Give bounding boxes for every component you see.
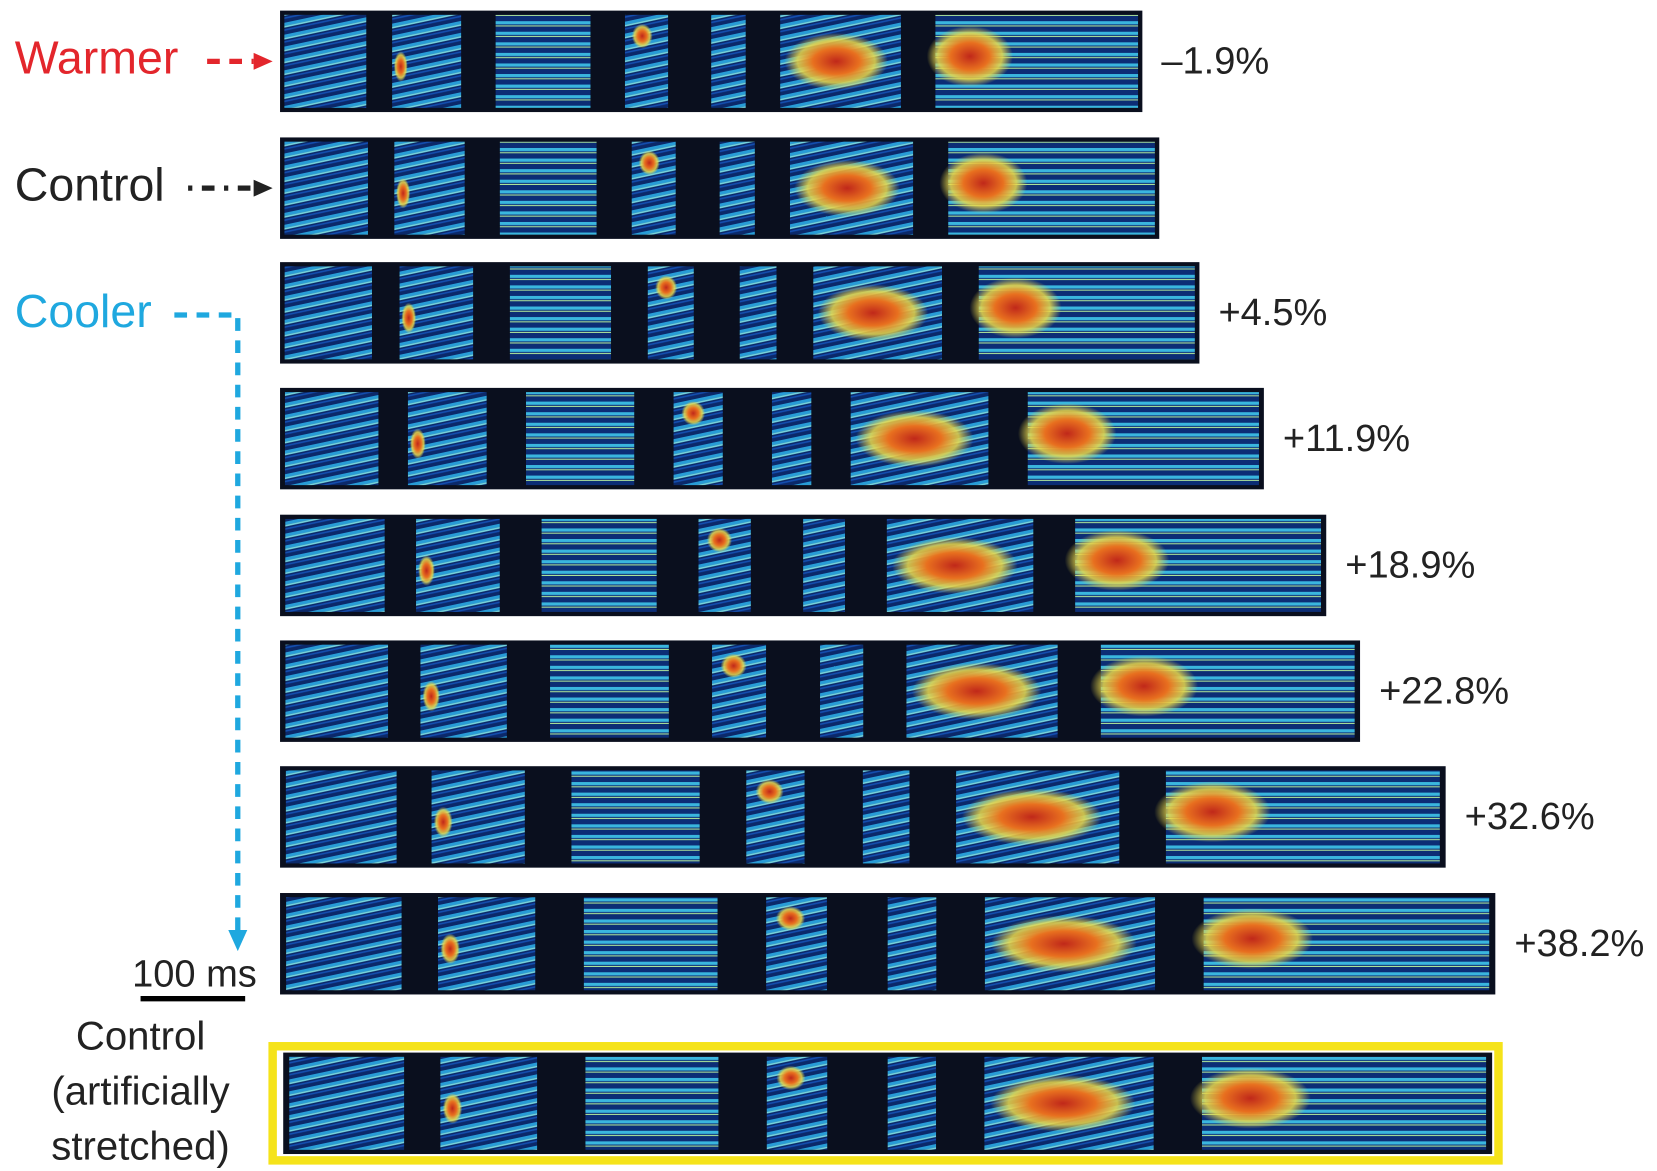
syllable <box>285 770 397 864</box>
syllable <box>499 141 597 235</box>
syllable <box>284 266 372 360</box>
change-label: +38.2% <box>1514 923 1644 965</box>
highlight-box <box>268 1042 1503 1165</box>
syllable <box>719 141 755 235</box>
energy-blob <box>1154 781 1271 843</box>
syllable <box>550 644 669 738</box>
warmer-label: Warmer <box>15 32 179 84</box>
spectrograms <box>280 10 1496 1155</box>
syllable <box>495 14 591 108</box>
energy-blob <box>1191 908 1314 970</box>
energy-blob <box>990 915 1137 973</box>
energy-blob <box>817 284 929 342</box>
energy-blob <box>418 555 435 586</box>
energy-blob <box>396 178 411 209</box>
syllable <box>887 897 937 991</box>
syllable <box>585 1056 719 1150</box>
syllable <box>284 14 367 108</box>
syllable <box>284 392 379 486</box>
stretched-label: (artificially <box>51 1068 229 1113</box>
energy-blob <box>1090 655 1199 717</box>
energy-blob <box>1064 529 1170 591</box>
change-label: +32.6% <box>1465 796 1595 838</box>
spectrogram <box>280 514 1327 617</box>
energy-blob <box>655 275 678 300</box>
energy-blob <box>720 653 747 678</box>
spectrogram <box>280 387 1264 490</box>
change-label: +11.9% <box>1283 418 1410 460</box>
syllable <box>862 770 910 864</box>
energy-blob <box>794 159 900 217</box>
cooler-arrow <box>174 312 241 931</box>
syllable <box>739 266 777 360</box>
syllable <box>285 644 389 738</box>
warmer-arrowhead <box>253 52 273 70</box>
energy-blob <box>926 25 1014 87</box>
syllable <box>289 1056 405 1150</box>
energy-blob <box>442 1093 463 1124</box>
energy-blob <box>939 152 1028 214</box>
energy-blob <box>638 150 660 175</box>
syllable <box>711 14 746 108</box>
change-label: +18.9% <box>1345 545 1475 587</box>
syllable <box>583 897 718 991</box>
spectrogram <box>280 893 1496 995</box>
cooler-label: Cooler <box>15 285 152 337</box>
energy-blob <box>440 933 460 965</box>
spectrogram <box>280 262 1200 364</box>
energy-blob <box>401 302 417 334</box>
energy-blob <box>990 1074 1136 1132</box>
change-label: +22.8% <box>1379 670 1509 712</box>
control-arrowhead <box>253 179 273 197</box>
spectrogram <box>280 766 1446 868</box>
syllable <box>803 518 845 612</box>
spectrogram <box>280 640 1361 742</box>
energy-blob <box>855 410 974 468</box>
change-label: +4.5% <box>1218 292 1327 334</box>
syllable <box>509 266 612 360</box>
syllable <box>541 518 657 612</box>
cooler-arrowhead <box>228 930 248 952</box>
energy-blob <box>409 428 426 459</box>
energy-blob <box>775 906 806 931</box>
stretched-label: Control <box>76 1013 205 1058</box>
energy-blob <box>1017 403 1117 464</box>
energy-blob <box>784 32 888 90</box>
energy-blob <box>892 537 1018 594</box>
energy-blob <box>706 527 732 553</box>
energy-blob <box>776 1065 806 1091</box>
change-label: –1.9% <box>1161 41 1269 83</box>
stretched-label: stretched) <box>51 1123 229 1168</box>
syllable <box>286 897 402 991</box>
syllable <box>526 392 635 486</box>
spectrogram <box>280 137 1160 239</box>
energy-blob <box>755 779 784 804</box>
spectrogram <box>283 1052 1493 1155</box>
syllable <box>820 644 864 738</box>
syllable <box>571 770 700 864</box>
spectrogram <box>280 10 1143 113</box>
energy-blob <box>631 23 653 49</box>
scale-bar-label: 100 ms <box>132 954 257 996</box>
energy-blob <box>1189 1067 1311 1129</box>
syllable <box>887 1056 937 1150</box>
energy-blob <box>681 401 706 426</box>
energy-blob <box>969 277 1062 339</box>
energy-blob <box>911 662 1042 720</box>
syllable <box>285 518 385 612</box>
control-label: Control <box>15 158 165 210</box>
energy-blob <box>433 806 453 838</box>
energy-blob <box>393 51 408 82</box>
syllable <box>284 141 368 235</box>
energy-blob <box>961 788 1102 846</box>
energy-blob <box>422 681 440 712</box>
syllable <box>771 392 812 486</box>
